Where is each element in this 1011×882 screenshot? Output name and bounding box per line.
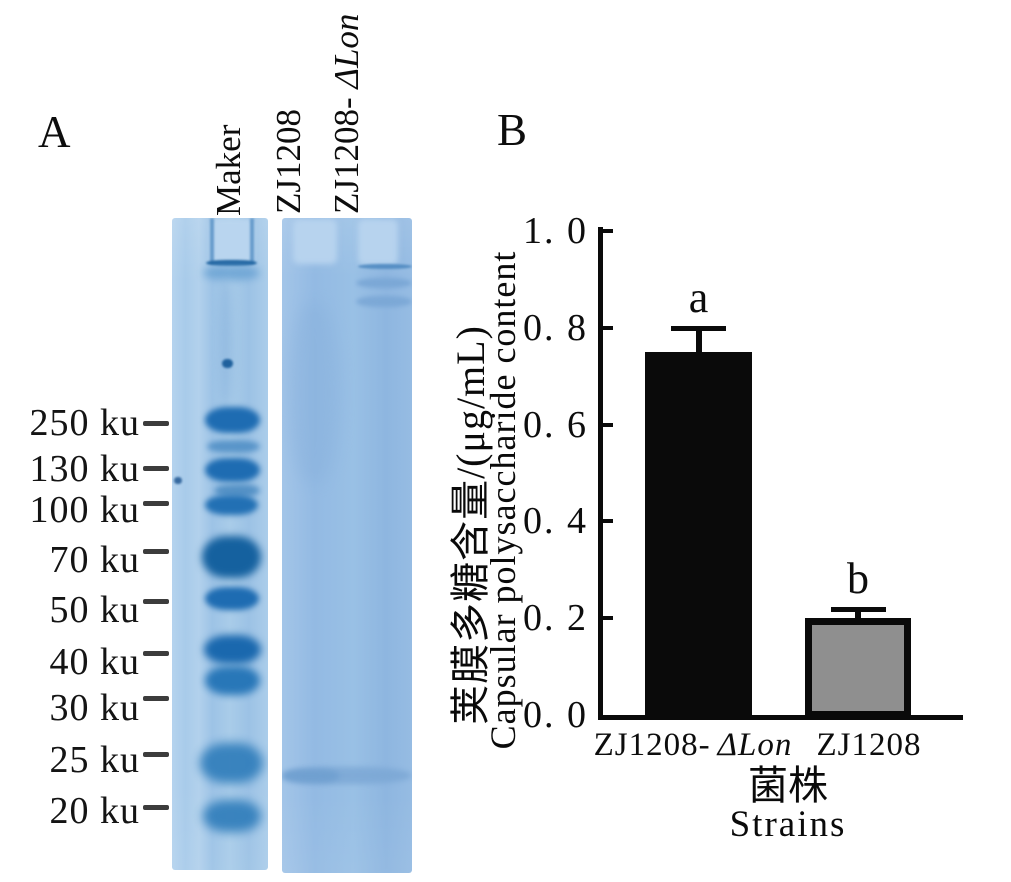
marker-weight-label: 40 ku bbox=[49, 641, 140, 683]
gel-band bbox=[214, 484, 260, 497]
y-tick bbox=[603, 616, 613, 621]
chart-bar-zj1208 bbox=[805, 618, 911, 718]
marker-tick-dash bbox=[143, 599, 169, 604]
gel-band bbox=[220, 278, 232, 408]
gel-band bbox=[222, 359, 233, 368]
marker-weight-label: 250 ku bbox=[29, 402, 140, 444]
gel-band bbox=[356, 278, 412, 288]
y-tick-label: 0. 6 bbox=[523, 403, 588, 446]
gel-band bbox=[203, 266, 260, 280]
gel-band bbox=[356, 296, 412, 307]
lane-label-zj1208-dlon: ZJ1208- ΔLon bbox=[327, 13, 366, 214]
gel-band bbox=[204, 635, 261, 664]
significance-letter: b bbox=[847, 553, 869, 603]
gel-band bbox=[282, 769, 340, 783]
marker-weight-label: 130 ku bbox=[29, 448, 140, 490]
gel-strip-marker-lane bbox=[172, 218, 268, 870]
marker-weight-label: 100 ku bbox=[29, 489, 140, 531]
y-tick-label: 0. 0 bbox=[523, 694, 588, 736]
marker-weight-label: 30 ku bbox=[49, 687, 140, 729]
y-tick bbox=[603, 325, 613, 330]
y-axis-line bbox=[598, 227, 603, 720]
gel-band bbox=[288, 303, 340, 483]
y-tick-label: 0. 4 bbox=[523, 500, 588, 543]
gel-band bbox=[358, 219, 398, 265]
y-tick-label: 1. 0 bbox=[523, 210, 588, 252]
gel-band bbox=[205, 458, 260, 482]
y-tick bbox=[603, 229, 613, 233]
y-tick bbox=[603, 519, 613, 524]
chart-bar-zj1208-dlon bbox=[645, 352, 752, 718]
marker-tick-dash bbox=[143, 696, 169, 701]
error-bar-stem bbox=[695, 325, 702, 354]
x-axis-title-en: Strains bbox=[729, 804, 847, 845]
gel-band bbox=[293, 219, 337, 264]
error-bar-cap bbox=[671, 325, 726, 331]
marker-tick-dash bbox=[143, 805, 169, 810]
gel-band bbox=[207, 440, 260, 453]
error-bar-stem bbox=[855, 606, 861, 621]
panel-b-label: B bbox=[497, 105, 528, 155]
gel-band bbox=[210, 218, 214, 264]
gel-band bbox=[174, 477, 182, 484]
gel-band bbox=[200, 743, 263, 783]
y-tick-label: 0. 2 bbox=[523, 597, 588, 640]
marker-tick-dash bbox=[143, 752, 169, 757]
y-tick bbox=[603, 422, 613, 427]
gel-band bbox=[206, 260, 257, 266]
significance-letter: a bbox=[688, 272, 709, 322]
gel-band bbox=[250, 218, 254, 264]
gel-band bbox=[205, 666, 260, 695]
gel-band bbox=[205, 495, 258, 515]
gel-band bbox=[358, 264, 412, 269]
panel-a-label: A bbox=[38, 107, 71, 157]
lane-label-maker: Maker bbox=[209, 124, 248, 216]
x-axis-line bbox=[598, 715, 963, 720]
x-axis-title-zh: 菌株 bbox=[748, 763, 828, 808]
marker-tick-dash bbox=[143, 466, 169, 471]
gel-strip-sample-lanes bbox=[282, 218, 412, 873]
gel-band bbox=[210, 219, 254, 263]
gel-band bbox=[205, 587, 259, 610]
gel-band bbox=[205, 407, 260, 433]
error-bar-cap bbox=[830, 606, 886, 612]
marker-weight-label: 20 ku bbox=[49, 790, 140, 832]
y-tick-label: 0. 8 bbox=[523, 306, 588, 349]
gel-band bbox=[202, 536, 261, 578]
x-tick-label: ZJ1208- ΔLon bbox=[593, 727, 793, 763]
marker-tick-dash bbox=[143, 651, 169, 656]
x-tick-label: ZJ1208 bbox=[816, 727, 922, 763]
marker-tick-dash bbox=[143, 501, 169, 506]
lane-label-zj1208: ZJ1208 bbox=[269, 109, 308, 214]
marker-weight-label: 50 ku bbox=[49, 589, 140, 631]
marker-weight-label: 25 ku bbox=[49, 739, 140, 781]
marker-weight-label: 70 ku bbox=[49, 539, 140, 581]
marker-tick-dash bbox=[143, 549, 169, 554]
gel-band bbox=[203, 800, 261, 832]
marker-tick-dash bbox=[143, 421, 169, 426]
